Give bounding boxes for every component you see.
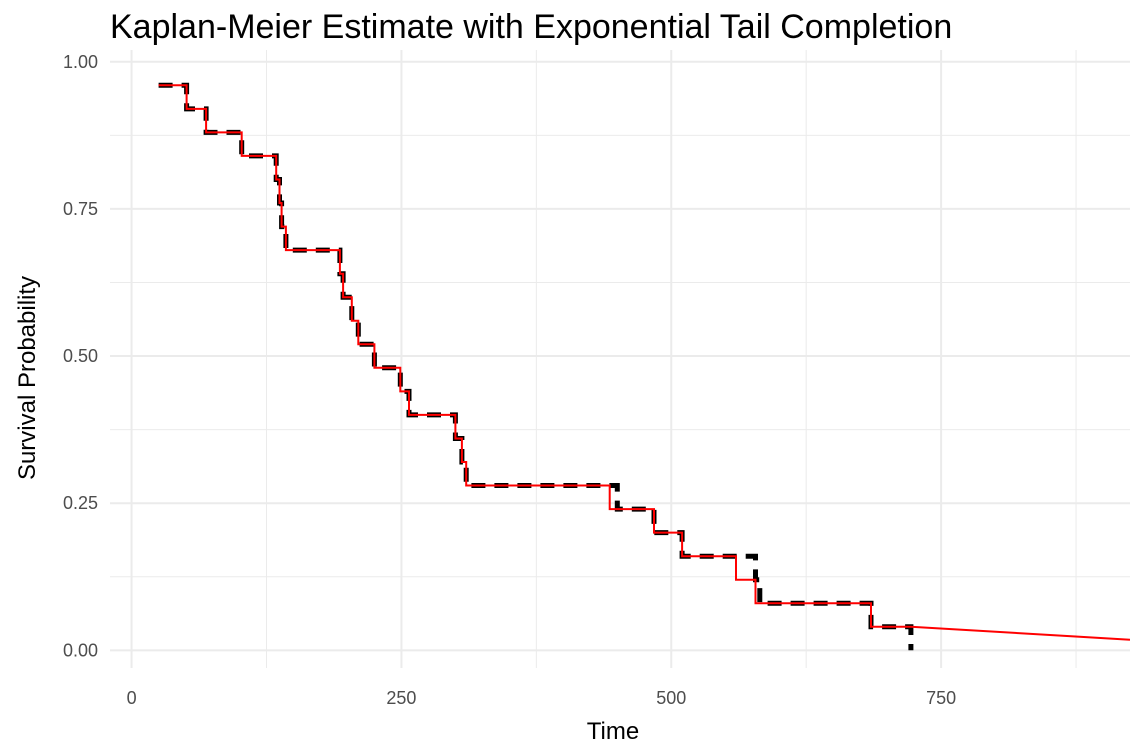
y-tick-label: 0.50 bbox=[63, 346, 98, 366]
y-tick-label: 0.00 bbox=[63, 640, 98, 660]
y-tick-label: 0.25 bbox=[63, 493, 98, 513]
tail-completion-line bbox=[158, 84, 1130, 641]
x-tick-label: 750 bbox=[926, 688, 956, 708]
x-tick-label: 250 bbox=[386, 688, 416, 708]
chart-title: Kaplan-Meier Estimate with Exponential T… bbox=[110, 8, 952, 46]
y-axis-title: Survival Probability bbox=[14, 276, 41, 480]
tick-labels: 0 250 500 750 0.00 0.25 0.50 0.75 1.00 bbox=[63, 52, 956, 708]
y-tick-label: 1.00 bbox=[63, 52, 98, 72]
x-axis-title: Time bbox=[587, 718, 639, 744]
y-tick-label: 0.75 bbox=[63, 199, 98, 219]
x-tick-label: 500 bbox=[656, 688, 686, 708]
grid bbox=[110, 50, 1130, 668]
x-tick-label: 0 bbox=[127, 688, 137, 708]
km-step-line bbox=[158, 82, 914, 651]
series-layer bbox=[158, 82, 1130, 651]
